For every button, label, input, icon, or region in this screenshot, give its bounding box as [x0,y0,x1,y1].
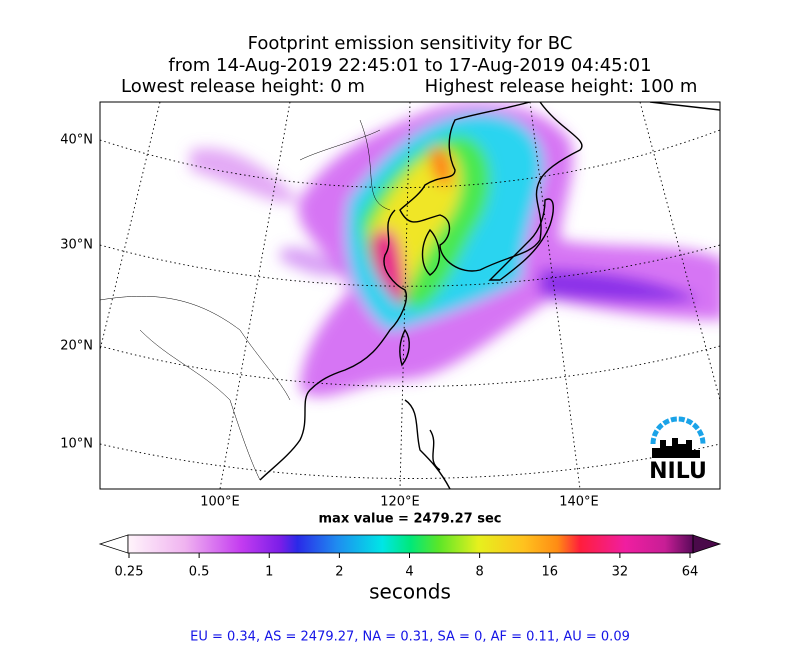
lat-label: 30°N [60,238,93,253]
logo-text: NILU [649,459,707,484]
colorbar-tick-label: 8 [475,565,483,580]
colorbar-ticks: 0.25 0.5 1 2 4 8 16 32 64 [115,553,699,580]
colorbar [98,534,722,554]
lat-label: 20°N [60,339,93,354]
colorbar-label: seconds [369,580,451,604]
colorbar-tick-label: 0.5 [189,565,210,580]
title-line: from 14-Aug-2019 22:45:01 to 17-Aug-2019… [168,55,651,76]
map: 40°N 30°N 20°N 10°N 100°E 120°E 140°E NI… [60,101,721,510]
lat-label: 40°N [60,133,93,148]
release-low: Lowest release height: 0 m [121,76,365,97]
release-high: Highest release height: 100 m [425,76,698,97]
lat-label: 10°N [60,437,93,452]
region-summary: EU = 0.34, AS = 2479.27, NA = 0.31, SA =… [190,630,630,645]
colorbar-tick-label: 32 [612,565,629,580]
colorbar-tick-label: 1 [265,565,273,580]
map-frame [99,101,721,490]
colorbar-tick-label: 16 [541,565,558,580]
colorbar-tick-label: 0.25 [115,565,144,580]
colorbar-tick-label: 2 [335,565,343,580]
colorbar-tick-label: 4 [405,565,413,580]
logo: NILU [649,416,707,484]
lon-label: 140°E [559,495,599,510]
plume [190,102,720,397]
lon-label: 100°E [200,495,240,510]
title-line: Footprint emission sensitivity for BC [248,33,573,54]
max-value: max value = 2479.27 sec [319,512,502,527]
lon-label: 120°E [380,495,420,510]
colorbar-tick-label: 64 [682,565,699,580]
